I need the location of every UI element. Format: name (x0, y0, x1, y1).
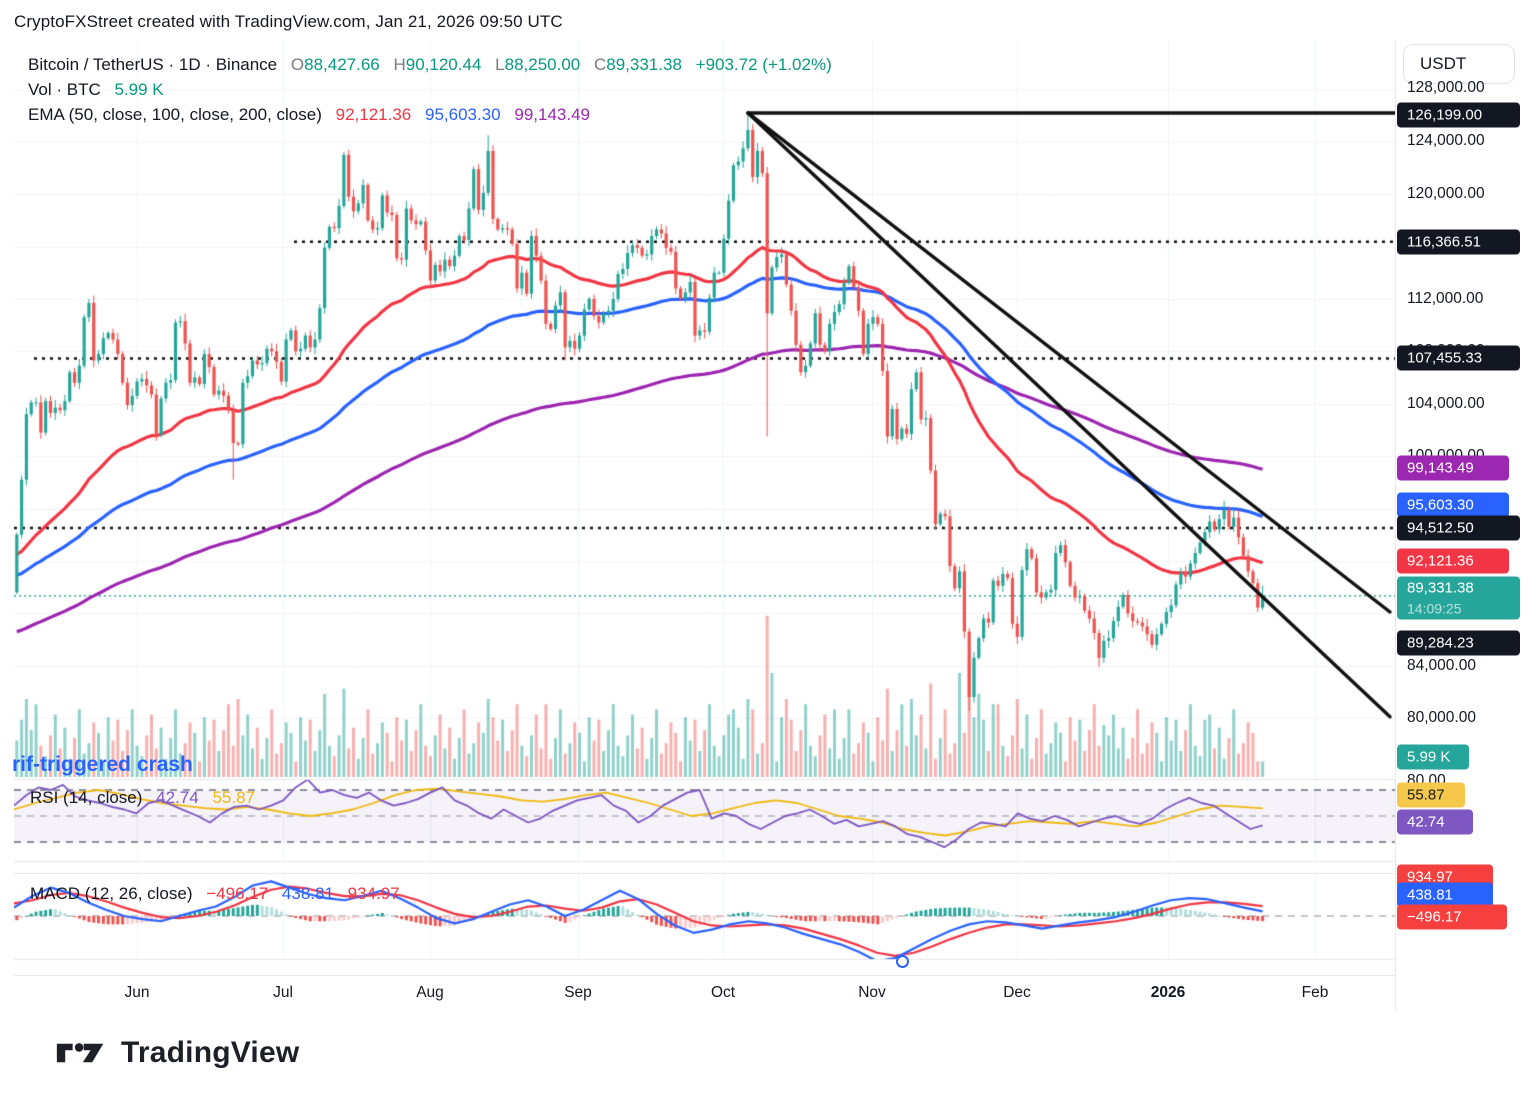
low-key: L (495, 55, 505, 74)
ema200-value: 99,143.49 (514, 105, 590, 124)
currency-toggle-button[interactable]: USDT (1403, 44, 1515, 84)
price-tick: 112,000.00 (1407, 290, 1484, 307)
price-tick: 120,000.00 (1407, 185, 1485, 202)
macd-hist-value: −496.17 (206, 884, 269, 903)
price-tick: 104,000.00 (1407, 395, 1485, 412)
crash-annotation[interactable]: rif-triggered crash (12, 753, 193, 776)
year-label: 2026 (1150, 984, 1186, 1001)
volume-label: Vol · BTC (28, 80, 101, 99)
high-value: 90,120.44 (405, 55, 482, 74)
month-label: Nov (858, 984, 886, 1001)
open-key: O (290, 55, 305, 74)
macd-legend[interactable]: MACD (12, 26, close) −496.17 438.81 934.… (30, 884, 400, 904)
rsi-value-label: 42.74 (1397, 809, 1473, 835)
close-key: C (593, 55, 607, 74)
tradingview-logo-icon (56, 1043, 104, 1063)
symbol-title: Bitcoin / TetherUS · 1D · Binance (28, 55, 278, 74)
symbol-row[interactable]: Bitcoin / TetherUS · 1D · Binance O88,42… (28, 52, 832, 77)
rsi-ma-label: 55.87 (1397, 782, 1465, 808)
ema100-price-label: 95,603.30 (1397, 492, 1509, 518)
time-scale[interactable]: Jun Jul Aug Sep Oct Nov Dec 2026 Feb (14, 975, 1395, 1010)
rsi-ma-value: 55.87 (212, 788, 255, 807)
chart-legend: Bitcoin / TetherUS · 1D · Binance O88,42… (28, 52, 832, 127)
credit-line: CryptoFXStreet created with TradingView.… (14, 12, 563, 31)
macd-title: MACD (12, 26, close) (30, 884, 193, 903)
macd-hist-label: −496.17 (1397, 904, 1507, 930)
price-tick: 124,000.00 (1407, 132, 1485, 149)
ema50-price-label: 92,121.36 (1397, 548, 1509, 574)
ema-label: EMA (50, close, 100, close, 200, close) (28, 105, 322, 124)
change-value: +903.72 (+1.02%) (695, 55, 832, 74)
month-label: Oct (710, 984, 736, 1001)
brand-name: TradingView (121, 1036, 300, 1069)
close-value: 89,331.38 (606, 55, 682, 74)
macd-signal-value: 934.97 (347, 884, 400, 903)
month-label: Sep (564, 984, 592, 1001)
month-label: Feb (1301, 984, 1329, 1001)
rsi-legend[interactable]: RSI (14, close) 42.74 55.87 (30, 788, 255, 808)
price-tick: 84,000.00 (1407, 657, 1476, 674)
rsi-value: 42.74 (156, 788, 199, 807)
trendline-price-label: 126,199.00 (1397, 102, 1520, 128)
low-value: 88,250.00 (504, 55, 581, 74)
month-label: Dec (1003, 984, 1031, 1001)
countdown-timer: 14:09:25 (1407, 600, 1462, 617)
volume-value-label: 5.99 K (1397, 744, 1469, 770)
current-price-label: 89,331.38 14:09:25 (1397, 576, 1520, 620)
ema200-price-label: 99,143.49 (1397, 455, 1509, 481)
macd-line-label: 438.81 (1397, 882, 1493, 908)
price-tick: 128,000.00 (1407, 79, 1485, 96)
volume-value: 5.99 K (114, 80, 164, 99)
macd-line-value: 438.81 (281, 884, 334, 903)
timeline-event-marker[interactable] (896, 955, 909, 968)
month-label: Aug (416, 984, 444, 1001)
rsi-title: RSI (14, close) (30, 788, 143, 807)
volume-row[interactable]: Vol · BTC 5.99 K (28, 77, 832, 102)
level-price-label: 89,284.23 (1397, 630, 1520, 656)
price-chart-canvas[interactable] (14, 40, 1395, 975)
ema-row[interactable]: EMA (50, close, 100, close, 200, close) … (28, 102, 832, 127)
open-value: 88,427.66 (304, 55, 380, 74)
brand-footer[interactable]: TradingView (55, 1036, 299, 1070)
ema100-value: 95,603.30 (424, 105, 501, 124)
level-price-label: 107,455.33 (1397, 345, 1520, 371)
high-key: H (393, 55, 406, 74)
month-label: Jun (124, 984, 150, 1001)
level-price-label: 116,366.51 (1397, 229, 1520, 255)
month-label: Jul (273, 984, 293, 1001)
level-price-label: 94,512.50 (1397, 515, 1520, 541)
ema50-value: 92,121.36 (335, 105, 412, 124)
price-scale[interactable]: USDT 128,000.00 124,000.00 120,000.00 11… (1395, 40, 1522, 1010)
price-tick: 80,000.00 (1407, 709, 1476, 726)
